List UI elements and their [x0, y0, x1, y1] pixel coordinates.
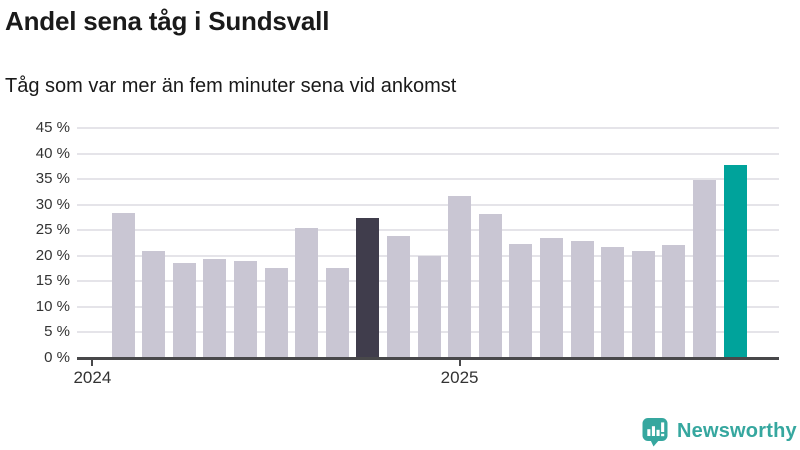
y-axis-tick-label: 25 %: [35, 221, 70, 239]
chart-bar: [478, 214, 502, 359]
chart-bar: [631, 250, 655, 359]
chart-bar: [692, 180, 716, 359]
y-axis-tick-label: 20 %: [35, 246, 70, 264]
chart-bar: [417, 256, 441, 359]
x-axis-tick-label: 2024: [73, 368, 112, 387]
chart-bar: [356, 217, 380, 359]
newsworthy-speech-bubble-bar-chart-icon: [642, 418, 668, 447]
chart-bar: [509, 244, 533, 359]
x-axis-tick: [91, 359, 94, 366]
chart-bar: [203, 258, 227, 359]
chart-bar: [723, 164, 747, 359]
x-axis-tick-label: 2025: [440, 368, 479, 387]
chart-bar: [233, 261, 257, 359]
x-axis-line: [77, 357, 779, 360]
gridline: [77, 152, 779, 155]
chart-title: Andel sena tåg i Sundsvall: [5, 6, 330, 36]
chart-bar: [570, 240, 594, 359]
y-axis-tick-label: 40 %: [35, 144, 70, 162]
chart-bar: [264, 267, 288, 359]
newsworthy-brand: Newsworthy: [641, 417, 797, 447]
y-axis-tick-label: 30 %: [35, 195, 70, 213]
chart-bar: [111, 213, 135, 359]
chart-bar: [295, 228, 319, 359]
y-axis-tick-label: 10 %: [35, 297, 70, 315]
y-axis-tick-label: 0 %: [44, 349, 70, 366]
chart-bar: [142, 250, 166, 359]
chart-subtitle: Tåg som var mer än fem minuter sena vid …: [5, 75, 457, 97]
gridline: [77, 127, 779, 129]
y-axis-tick-label: 5 %: [44, 323, 70, 341]
chart-bar: [386, 236, 410, 359]
chart-bar: [539, 238, 563, 359]
chart-bar: [325, 267, 349, 359]
y-axis-tick-label: 45 %: [35, 119, 70, 136]
gridline: [77, 178, 779, 181]
gridline: [77, 254, 779, 257]
chart-bar: [662, 244, 686, 359]
chart-bar: [601, 246, 625, 359]
brand-wordmark: Newsworthy: [677, 420, 797, 442]
chart-bar: [448, 196, 472, 359]
y-axis-tick-label: 35 %: [35, 170, 70, 188]
chart-bar: [172, 262, 196, 359]
y-axis-tick-label: 15 %: [35, 272, 70, 290]
gridline: [77, 229, 779, 232]
gridline: [77, 203, 779, 206]
x-axis-tick: [458, 359, 461, 366]
